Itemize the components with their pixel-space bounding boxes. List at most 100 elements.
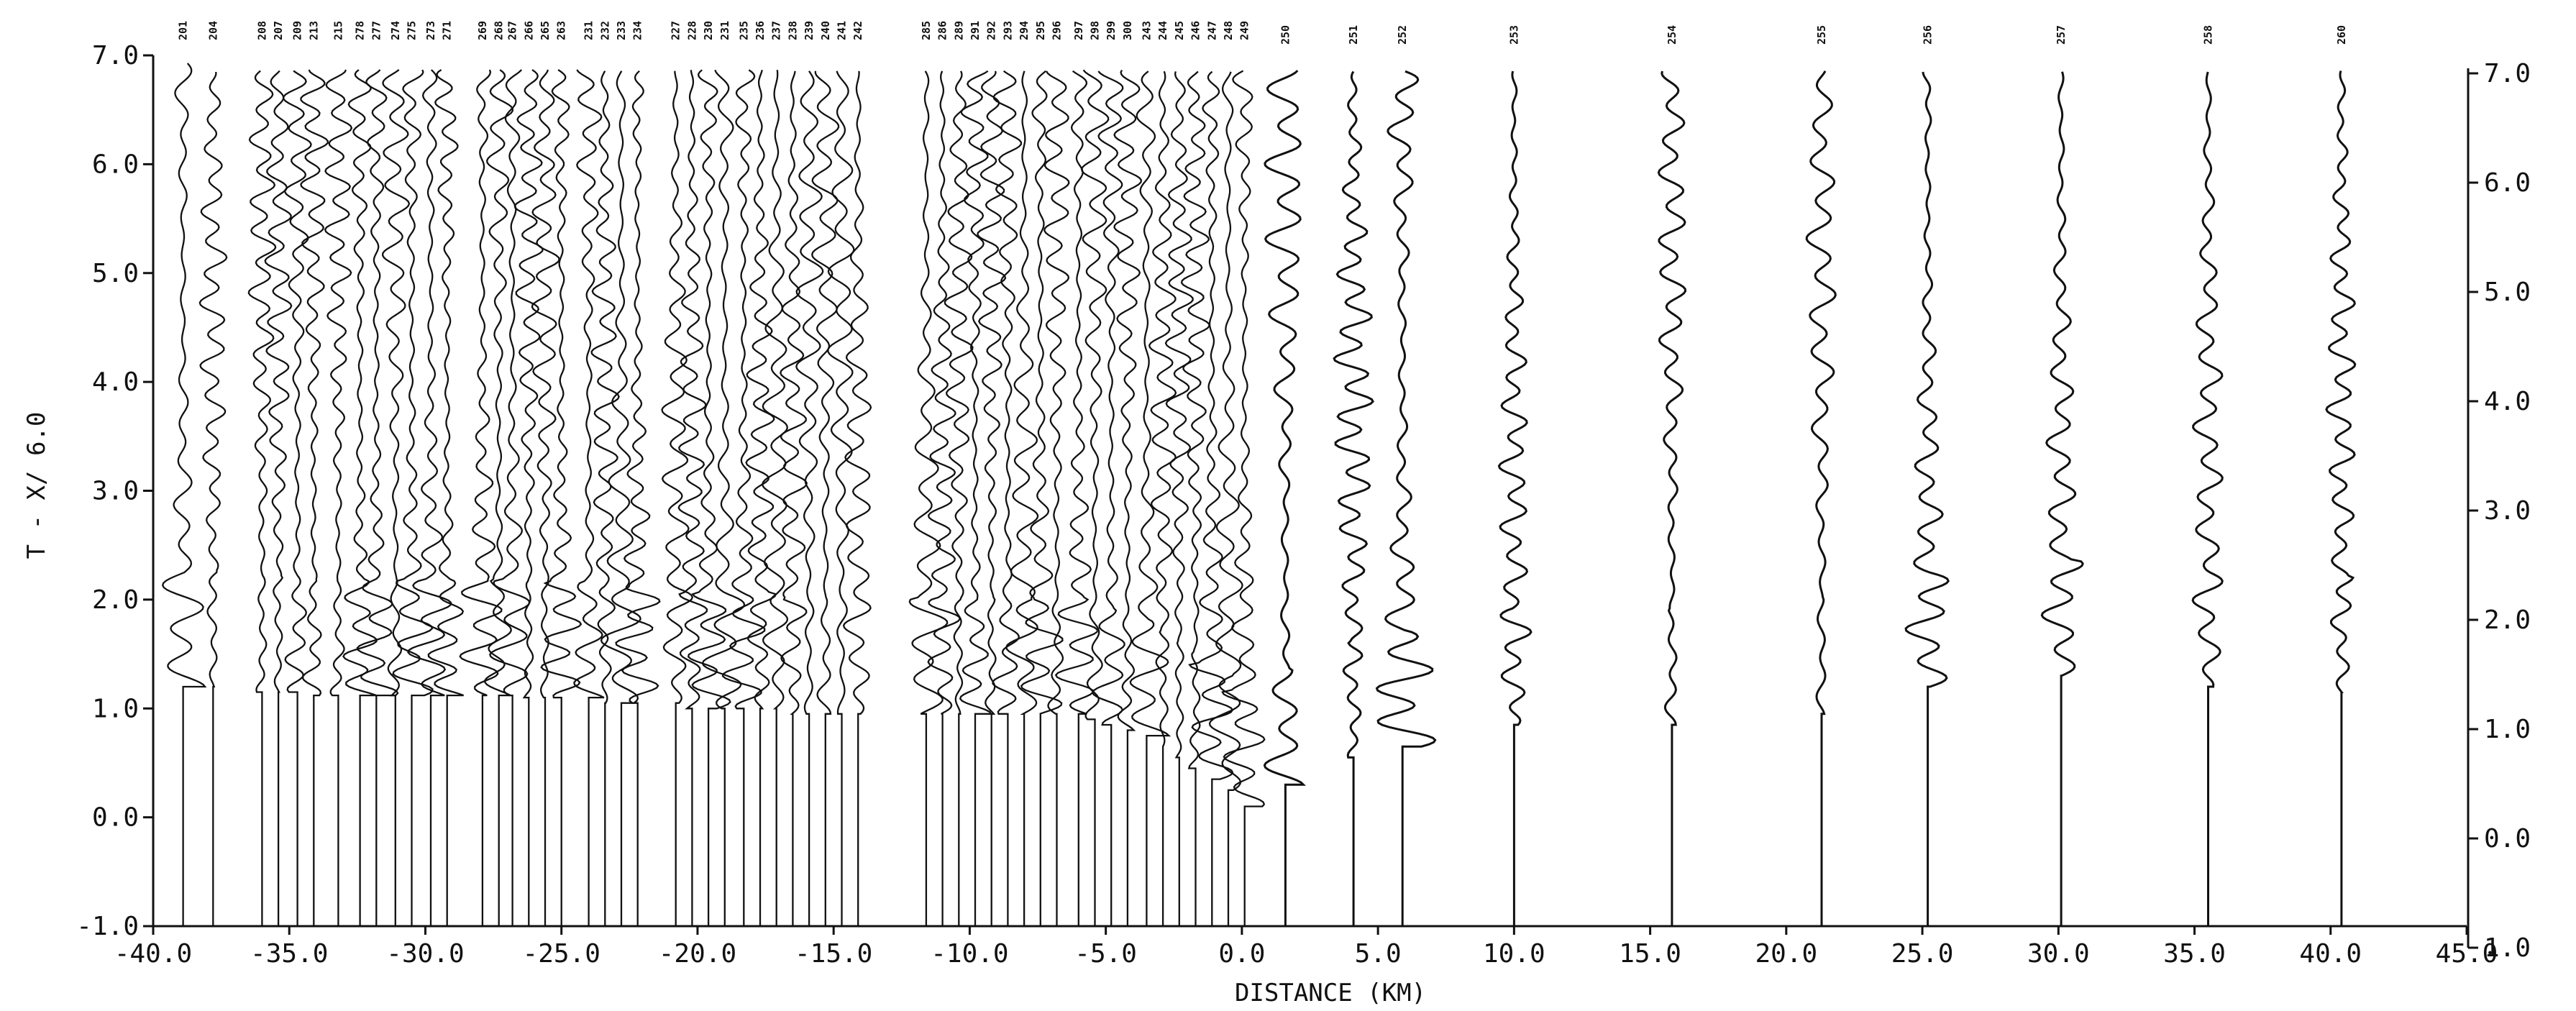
x-tick-label: -10.0 [931, 939, 1008, 969]
trace-label: 201 [177, 21, 190, 40]
trace-label: 244 [1156, 21, 1169, 40]
y-tick-label-left: 6.0 [92, 150, 139, 179]
trace-257 [2040, 71, 2084, 926]
trace-293 [992, 70, 1023, 926]
x-tick-label: -30.0 [386, 939, 464, 969]
x-tick-label: -40.0 [114, 939, 192, 969]
trace-label: 251 [1347, 25, 1360, 45]
trace-248 [1208, 71, 1243, 926]
trace-237 [762, 70, 789, 926]
trace-230 [687, 69, 731, 926]
trace-273 [407, 69, 452, 926]
trace-268 [484, 69, 513, 926]
trace-label: 231 [718, 21, 731, 40]
x-tick-label: -25.0 [523, 939, 600, 969]
trace-label: 239 [803, 21, 816, 40]
trace-201 [161, 63, 207, 926]
y-axis-title: T - X/ 6.0 [22, 412, 51, 559]
trace-label: 285 [920, 21, 933, 40]
trace-label: 254 [1666, 25, 1678, 45]
trace-254 [1657, 70, 1687, 926]
trace-label: 286 [936, 21, 949, 40]
y-tick-label-right: 1.0 [2484, 715, 2531, 744]
trace-label: 269 [476, 21, 489, 40]
trace-label: 260 [2335, 25, 2348, 45]
y-tick-label-left: 3.0 [92, 477, 139, 506]
y-tick-label-right: 6.0 [2484, 168, 2531, 198]
trace-291 [959, 70, 993, 926]
trace-label: 241 [836, 21, 849, 40]
trace-label: 289 [952, 21, 965, 40]
trace-297 [1054, 70, 1099, 926]
trace-227 [661, 70, 694, 926]
trace-234 [615, 70, 661, 926]
trace-277 [356, 69, 399, 926]
trace-label: 296 [1051, 21, 1064, 40]
trace-265 [531, 69, 560, 926]
trace-241 [827, 70, 855, 926]
trace-label: 298 [1089, 21, 1102, 40]
trace-238 [780, 70, 808, 926]
trace-204 [198, 71, 228, 926]
trace-label: 249 [1238, 21, 1251, 40]
chart-axes: -1.0 1.0 0.0 0.0 1.0 1.0 2.0 2.0 3.0 3.0 4.0 4.0 5.0… [76, 41, 2531, 969]
x-tick-label: -35.0 [250, 939, 328, 969]
trace-228 [677, 70, 708, 926]
y-tick-label-right: 2.0 [2484, 605, 2531, 635]
trace-label: 237 [770, 21, 783, 40]
trace-286 [927, 70, 962, 926]
trace-299 [1092, 70, 1125, 926]
trace-266 [513, 69, 544, 926]
trace-258 [2191, 71, 2224, 926]
trace-label: 235 [737, 21, 750, 40]
trace-239 [795, 70, 824, 926]
trace-208 [247, 70, 277, 926]
trace-label: 274 [389, 21, 402, 40]
trace-295 [1020, 70, 1064, 926]
trace-label: 291 [969, 21, 982, 40]
x-axis-title: DISTANCE (KM) [1235, 979, 1426, 1007]
x-tick-label: 45.0 [2436, 939, 2498, 969]
trace-label: 300 [1121, 21, 1134, 40]
y-tick-label-right: 3.0 [2484, 496, 2531, 526]
trace-label: 207 [272, 21, 285, 40]
trace-246 [1180, 70, 1210, 926]
trace-213 [300, 69, 329, 926]
y-tick-label-left: 5.0 [92, 259, 139, 288]
x-tick-label: 15.0 [1619, 939, 1681, 969]
y-tick-label-right: 7.0 [2484, 59, 2531, 88]
trace-215 [324, 69, 353, 926]
trace-label: 265 [539, 21, 552, 40]
trace-label: 247 [1205, 21, 1218, 40]
trace-label: 294 [1018, 21, 1031, 40]
y-tick-label-right: 4.0 [2484, 387, 2531, 416]
trace-242 [842, 70, 872, 926]
x-tick-label: 25.0 [1891, 939, 1954, 969]
trace-label: 273 [424, 21, 437, 40]
trace-256 [1904, 71, 1950, 926]
trace-263 [540, 69, 583, 926]
trace-298 [1080, 69, 1110, 926]
trace-300 [1113, 70, 1143, 926]
trace-label: 295 [1034, 21, 1047, 40]
trace-label: 233 [615, 21, 628, 40]
trace-274 [381, 69, 411, 926]
trace-label: 275 [406, 21, 419, 40]
trace-275 [392, 69, 434, 926]
trace-285 [908, 70, 949, 926]
trace-label: 268 [493, 21, 506, 40]
trace-233 [600, 70, 641, 926]
trace-label: 204 [206, 21, 219, 40]
y-tick-label-left: -1.0 [76, 912, 139, 941]
trace-267 [489, 69, 531, 926]
trace-label: 227 [670, 21, 682, 40]
trace-label: 271 [441, 21, 454, 40]
trace-label: 228 [685, 21, 698, 40]
trace-label: 297 [1072, 21, 1085, 40]
x-tick-label: -20.0 [659, 939, 736, 969]
trace-240 [811, 70, 840, 926]
trace-232 [590, 70, 620, 926]
x-tick-label: 30.0 [2027, 939, 2090, 969]
trace-278 [342, 69, 378, 926]
